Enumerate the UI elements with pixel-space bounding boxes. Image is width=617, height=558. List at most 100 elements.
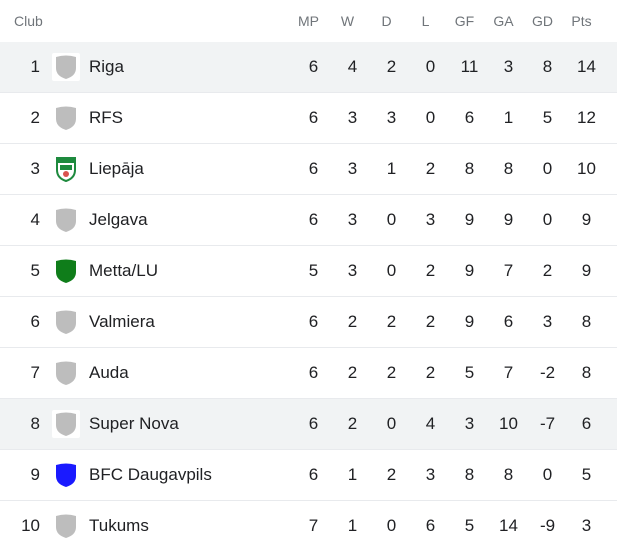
club-name[interactable]: Tukums (89, 516, 149, 535)
table-body: 1 Riga 6 4 2 0 11 3 8 14 2 RFS 6 3 3 0 6 1 5 12 3 Liepāja 6 3 1 2… (0, 42, 617, 551)
pts-value: 8 (581, 363, 592, 382)
shield-icon (52, 308, 80, 336)
table-row[interactable]: 1 Riga 6 4 2 0 11 3 8 14 (0, 42, 617, 93)
mp-value: 6 (308, 108, 319, 127)
pts-value: 9 (581, 261, 592, 280)
d-value: 2 (386, 57, 397, 76)
l-value: 2 (425, 363, 436, 382)
club-name[interactable]: Valmiera (89, 312, 155, 331)
table-row[interactable]: 7 Auda 6 2 2 2 5 7 -2 8 (0, 348, 617, 399)
position: 9 (30, 465, 40, 484)
pts-value: 12 (577, 108, 596, 127)
l-value: 6 (425, 516, 436, 535)
w-value: 2 (347, 414, 358, 433)
l-value: 2 (425, 159, 436, 178)
gd-value: 0 (542, 465, 553, 484)
mp-value: 6 (308, 363, 319, 382)
w-column-header: W (340, 13, 355, 29)
shield-icon (52, 206, 80, 234)
table-row[interactable]: 3 Liepāja 6 3 1 2 8 8 0 10 (0, 144, 617, 195)
pts-column-header: Pts (571, 13, 592, 29)
pts-value: 3 (581, 516, 592, 535)
gd-value: -2 (539, 363, 556, 382)
gd-column-header: GD (532, 13, 553, 29)
gf-value: 9 (464, 312, 475, 331)
d-value: 3 (386, 108, 397, 127)
ga-value: 7 (503, 363, 514, 382)
shield-icon (52, 257, 80, 285)
position: 4 (30, 210, 40, 229)
gd-value: 5 (542, 108, 553, 127)
gf-value: 5 (464, 516, 475, 535)
gd-value: -9 (539, 516, 556, 535)
club-name[interactable]: Liepāja (89, 159, 144, 178)
d-value: 1 (386, 159, 397, 178)
gf-value: 11 (460, 57, 479, 76)
ga-value: 8 (503, 159, 514, 178)
pts-value: 9 (581, 210, 592, 229)
position: 8 (30, 414, 40, 433)
l-value: 4 (425, 414, 436, 433)
mp-value: 6 (308, 312, 319, 331)
w-value: 3 (347, 159, 358, 178)
d-value: 0 (386, 261, 397, 280)
gd-value: 0 (542, 159, 553, 178)
ga-value: 9 (503, 210, 514, 229)
w-value: 1 (347, 465, 358, 484)
pts-value: 14 (577, 57, 596, 76)
mp-value: 6 (308, 57, 319, 76)
pts-value: 6 (581, 414, 592, 433)
d-column-header: D (381, 13, 392, 29)
ga-value: 10 (499, 414, 518, 433)
position: 6 (30, 312, 40, 331)
position: 1 (30, 57, 40, 76)
l-value: 3 (425, 465, 436, 484)
table-row[interactable]: 4 Jelgava 6 3 0 3 9 9 0 9 (0, 195, 617, 246)
club-name[interactable]: Super Nova (89, 414, 179, 433)
w-value: 1 (347, 516, 358, 535)
club-name[interactable]: RFS (89, 108, 123, 127)
gf-value: 5 (464, 363, 475, 382)
mp-value: 6 (308, 465, 319, 484)
position: 2 (30, 108, 40, 127)
table-row[interactable]: 5 Metta/LU 5 3 0 2 9 7 2 9 (0, 246, 617, 297)
table-row[interactable]: 9 BFC Daugavpils 6 1 2 3 8 8 0 5 (0, 450, 617, 501)
shield-icon (52, 104, 80, 132)
club-name[interactable]: Metta/LU (89, 261, 158, 280)
liepaja-crest-icon (52, 155, 80, 183)
club-name[interactable]: BFC Daugavpils (89, 465, 212, 484)
w-value: 3 (347, 108, 358, 127)
shield-icon (52, 53, 80, 81)
gf-value: 9 (464, 210, 475, 229)
w-value: 3 (347, 210, 358, 229)
d-value: 0 (386, 414, 397, 433)
gf-column-header: GF (454, 13, 475, 29)
mp-value: 6 (308, 159, 319, 178)
gd-value: -7 (539, 414, 556, 433)
gd-value: 2 (542, 261, 553, 280)
club-name[interactable]: Jelgava (89, 210, 148, 229)
w-value: 4 (347, 57, 358, 76)
ga-value: 3 (503, 57, 514, 76)
l-value: 3 (425, 210, 436, 229)
club-name[interactable]: Auda (89, 363, 129, 382)
shield-icon (52, 410, 80, 438)
table-row[interactable]: 8 Super Nova 6 2 0 4 3 10 -7 6 (0, 399, 617, 450)
w-value: 2 (347, 312, 358, 331)
mp-column-header: MP (298, 13, 319, 29)
table-row[interactable]: 6 Valmiera 6 2 2 2 9 6 3 8 (0, 297, 617, 348)
d-value: 0 (386, 516, 397, 535)
ga-column-header: GA (493, 13, 514, 29)
d-value: 2 (386, 363, 397, 382)
table-row[interactable]: 10 Tukums 7 1 0 6 5 14 -9 3 (0, 501, 617, 551)
ga-value: 6 (503, 312, 514, 331)
pts-value: 10 (577, 159, 596, 178)
w-value: 3 (347, 261, 358, 280)
club-name[interactable]: Riga (89, 57, 124, 76)
gf-value: 8 (464, 465, 475, 484)
gd-value: 0 (542, 210, 553, 229)
d-value: 0 (386, 210, 397, 229)
table-row[interactable]: 2 RFS 6 3 3 0 6 1 5 12 (0, 93, 617, 144)
position: 5 (30, 261, 40, 280)
mp-value: 5 (308, 261, 319, 280)
